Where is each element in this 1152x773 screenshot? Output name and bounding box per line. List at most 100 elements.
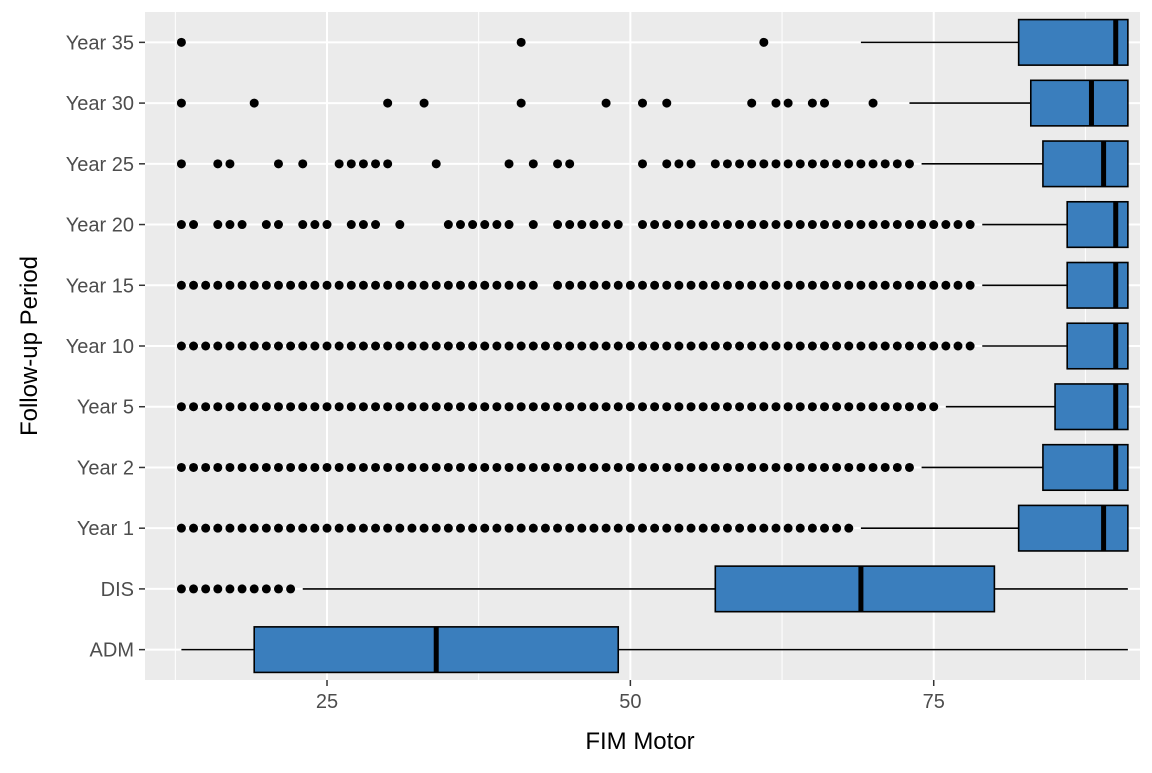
outlier-point	[298, 462, 308, 472]
outlier-point	[565, 220, 575, 230]
outlier-point	[735, 341, 745, 351]
outlier-point	[929, 220, 939, 230]
outlier-point	[795, 523, 805, 533]
outlier-point	[868, 220, 878, 230]
outlier-point	[674, 280, 684, 290]
outlier-point	[176, 280, 186, 290]
outlier-point	[516, 462, 526, 472]
box-year-5	[945, 383, 1129, 431]
outlier-point	[553, 280, 563, 290]
outlier-point	[638, 220, 647, 230]
outlier-point	[807, 280, 817, 290]
outlier-point	[565, 341, 575, 351]
outlier-point	[844, 220, 854, 230]
outlier-point	[358, 280, 368, 290]
outlier-point	[807, 98, 817, 108]
outlier-point	[941, 341, 951, 351]
outlier-point	[722, 462, 732, 472]
outlier-point	[856, 220, 866, 230]
outlier-point	[892, 220, 902, 230]
outlier-point	[201, 280, 211, 290]
outlier-point	[856, 402, 866, 412]
y-tick-label: Year 2	[77, 457, 134, 479]
outlier-point	[698, 462, 708, 472]
outlier-point	[225, 341, 235, 351]
outlier-point	[334, 402, 344, 412]
outlier-point	[771, 523, 781, 533]
box-dis	[302, 565, 1128, 613]
outlier-point	[844, 402, 854, 412]
outlier-point	[686, 159, 696, 169]
outlier-point	[213, 220, 223, 230]
outlier-point	[334, 523, 344, 533]
outlier-point	[771, 341, 781, 351]
outlier-point	[650, 280, 660, 290]
y-tick-label: Year 15	[66, 275, 134, 297]
outlier-point	[783, 159, 793, 169]
y-tick-label: Year 1	[77, 518, 134, 540]
outlier-point	[261, 584, 271, 594]
outlier-point	[759, 37, 769, 47]
outlier-point	[565, 462, 575, 472]
outlier-point	[868, 280, 878, 290]
outlier-point	[844, 280, 854, 290]
outlier-point	[662, 523, 672, 533]
outlier-point	[662, 280, 672, 290]
outlier-point	[201, 341, 211, 351]
outlier-point	[795, 280, 805, 290]
outlier-point	[189, 220, 199, 230]
outlier-point	[189, 341, 199, 351]
outlier-point	[625, 402, 635, 412]
box-adm	[181, 626, 1128, 674]
outlier-point	[917, 402, 927, 412]
outlier-point	[492, 462, 502, 472]
outlier-point	[613, 220, 623, 230]
y-tick-label: Year 25	[66, 154, 134, 176]
outlier-point	[880, 402, 890, 412]
outlier-point	[492, 341, 502, 351]
outlier-point	[176, 341, 186, 351]
outlier-point	[443, 341, 453, 351]
outlier-point	[504, 159, 514, 169]
outlier-point	[880, 280, 890, 290]
outlier-point	[820, 280, 830, 290]
outlier-point	[589, 402, 599, 412]
outlier-point	[917, 220, 927, 230]
outlier-point	[407, 462, 417, 472]
outlier-point	[613, 280, 623, 290]
outlier-point	[480, 220, 490, 230]
outlier-point	[540, 341, 550, 351]
outlier-point	[625, 462, 635, 472]
outlier-point	[577, 462, 587, 472]
outlier-point	[528, 523, 538, 533]
outlier-point	[601, 462, 611, 472]
box-year-20	[982, 200, 1129, 249]
outlier-point	[868, 341, 878, 351]
x-tick-label: 25	[316, 691, 338, 713]
outlier-point	[395, 220, 405, 230]
outlier-point	[844, 159, 854, 169]
outlier-point	[553, 462, 563, 472]
outlier-point	[929, 341, 939, 351]
outlier-point	[662, 402, 672, 412]
outlier-point	[710, 462, 720, 472]
outlier-point	[249, 402, 259, 412]
outlier-point	[431, 159, 441, 169]
iqr-box	[1066, 261, 1129, 309]
outlier-point	[686, 280, 696, 290]
outlier-point	[201, 402, 211, 412]
outlier-point	[237, 220, 247, 230]
outlier-point	[965, 341, 975, 351]
outlier-point	[176, 523, 186, 533]
box-year-25	[921, 140, 1129, 188]
outlier-point	[431, 341, 441, 351]
outlier-point	[662, 98, 672, 108]
outlier-point	[334, 280, 344, 290]
outlier-point	[504, 220, 514, 230]
outlier-point	[613, 462, 623, 472]
outlier-point	[249, 341, 259, 351]
box-year-15	[982, 261, 1129, 309]
outlier-point	[358, 402, 368, 412]
outlier-point	[880, 462, 890, 472]
outlier-point	[698, 280, 708, 290]
